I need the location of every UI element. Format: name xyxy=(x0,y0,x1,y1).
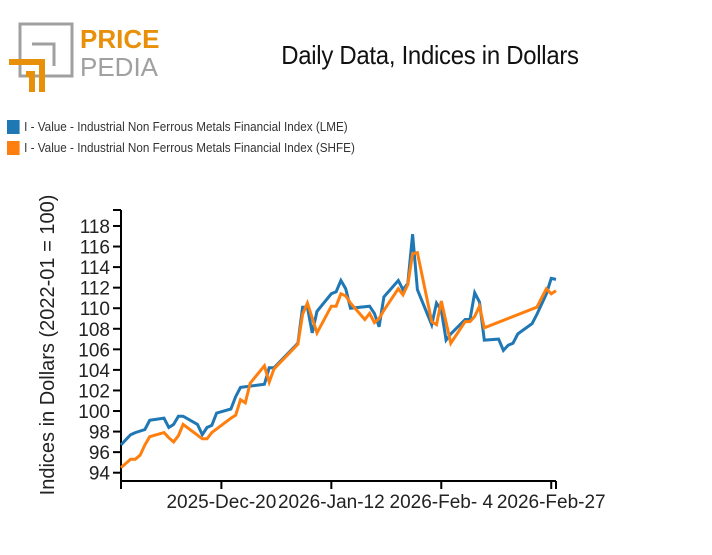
y-tick-label: 104 xyxy=(78,361,110,382)
y-tick: 104 xyxy=(78,361,121,382)
y-tick: 96 xyxy=(89,443,121,464)
y-tick: 108 xyxy=(78,320,121,341)
x-tick: 2026-Feb-27 xyxy=(497,481,606,513)
y-tick: 114 xyxy=(80,258,121,279)
y-tick-label: 100 xyxy=(78,402,110,423)
y-tick-label: 108 xyxy=(78,320,110,341)
y-tick: 102 xyxy=(78,381,121,402)
x-axis: 2025-Dec-20 2026-Jan-12 2026-Feb- 4 2026-Fe… xyxy=(120,480,606,513)
x-tick-label: 2025-Dec-20 xyxy=(166,492,276,513)
y-tick: 116 xyxy=(80,238,121,259)
legend-swatch-lme xyxy=(7,119,20,134)
series-line-shfe xyxy=(120,250,557,469)
y-tick-label: 118 xyxy=(80,217,110,238)
y-tick-label: 96 xyxy=(89,443,110,464)
legend-swatch-shfe xyxy=(7,140,20,155)
y-tick: 94 xyxy=(89,464,121,485)
y-axis-label: Indices in Dollars (2022-01 = 100) xyxy=(37,195,59,496)
y-tick: 112 xyxy=(80,279,121,300)
y-tick-label: 106 xyxy=(78,340,110,361)
x-tick-label: 2026-Feb-27 xyxy=(497,492,606,513)
pricepedia-logo: PRICE PEDIA xyxy=(9,22,159,92)
y-tick-label: 114 xyxy=(80,258,111,279)
series-lines xyxy=(119,234,557,469)
x-tick: 2025-Dec-20 xyxy=(166,481,276,513)
logo-pedia-text: PEDIA xyxy=(80,52,159,82)
y-tick: 100 xyxy=(78,402,121,423)
legend-label-lme: I - Value - Industrial Non Ferrous Metal… xyxy=(24,119,348,134)
y-tick-label: 110 xyxy=(80,299,110,320)
y-tick-label: 98 xyxy=(89,423,110,444)
x-tick: 2026-Jan-12 xyxy=(278,481,385,513)
logo-price-text: PRICE xyxy=(80,24,159,54)
x-tick: 2026-Feb- 4 xyxy=(390,481,494,513)
y-tick: 118 xyxy=(80,217,121,238)
chart-title: Daily Data, Indices in Dollars xyxy=(281,40,579,70)
y-tick-label: 102 xyxy=(78,381,110,402)
series-line-lme xyxy=(119,234,557,446)
y-tick-label: 94 xyxy=(89,464,111,485)
x-tick-label: 2026-Feb- 4 xyxy=(390,492,494,513)
y-tick-label: 112 xyxy=(80,279,110,300)
legend-item-shfe[interactable]: I - Value - Industrial Non Ferrous Metal… xyxy=(7,140,355,155)
legend-item-lme[interactable]: I - Value - Industrial Non Ferrous Metal… xyxy=(7,119,348,134)
x-tick-label: 2026-Jan-12 xyxy=(278,492,385,513)
y-tick-label: 116 xyxy=(80,238,110,259)
y-tick: 110 xyxy=(80,299,121,320)
y-tick: 98 xyxy=(89,423,121,444)
legend-label-shfe: I - Value - Industrial Non Ferrous Metal… xyxy=(24,140,355,155)
y-tick: 106 xyxy=(78,340,121,361)
